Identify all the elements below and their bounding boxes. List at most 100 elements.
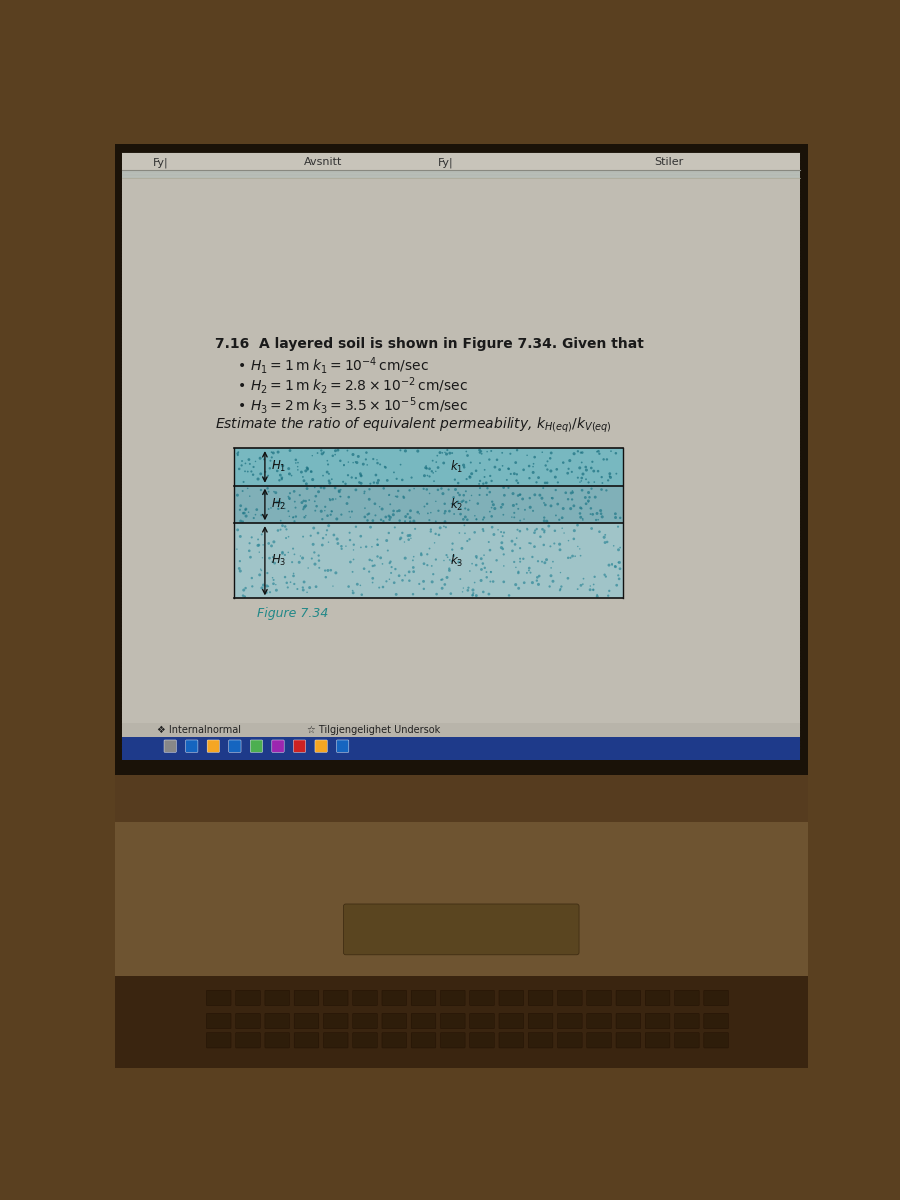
Point [472, 443, 487, 462]
Point [530, 568, 544, 587]
Point [348, 452, 363, 472]
Point [406, 558, 420, 577]
Point [598, 526, 612, 545]
Point [283, 490, 297, 509]
Point [395, 571, 410, 590]
Point [537, 521, 552, 540]
Point [284, 466, 299, 485]
FancyBboxPatch shape [440, 1032, 465, 1048]
Point [318, 502, 332, 521]
Point [482, 533, 496, 552]
Point [388, 559, 402, 578]
FancyBboxPatch shape [411, 1013, 436, 1028]
Point [453, 570, 467, 589]
Point [360, 511, 374, 530]
Point [532, 566, 546, 586]
Point [456, 486, 471, 505]
Point [237, 473, 251, 492]
Point [382, 506, 396, 526]
Point [454, 499, 468, 518]
Point [451, 492, 465, 511]
Point [573, 546, 588, 565]
Point [257, 450, 272, 469]
Point [366, 450, 381, 469]
Point [431, 480, 446, 499]
Point [476, 510, 491, 529]
Point [463, 562, 477, 581]
Bar [115, 775, 808, 822]
FancyBboxPatch shape [674, 990, 699, 1006]
Point [517, 574, 531, 593]
Point [236, 481, 250, 500]
Point [357, 498, 372, 517]
Point [437, 575, 452, 594]
FancyBboxPatch shape [164, 740, 176, 752]
Point [599, 481, 614, 500]
Point [592, 522, 607, 541]
Bar [122, 154, 800, 750]
Point [454, 504, 468, 523]
Point [454, 539, 469, 558]
Point [420, 545, 435, 564]
Point [446, 494, 461, 514]
Point [437, 512, 452, 532]
Point [256, 576, 271, 595]
Point [445, 444, 459, 463]
Point [513, 485, 527, 504]
Point [354, 527, 368, 546]
Point [263, 458, 277, 478]
Point [456, 510, 471, 529]
Point [376, 577, 391, 596]
Point [390, 502, 404, 521]
Point [264, 498, 278, 517]
Point [593, 500, 608, 520]
Point [434, 479, 448, 498]
Point [261, 577, 275, 596]
Point [407, 547, 421, 566]
Point [508, 452, 523, 472]
Point [406, 551, 420, 570]
Point [343, 530, 357, 550]
Point [262, 548, 276, 568]
Text: •: • [238, 398, 247, 413]
Point [332, 482, 347, 502]
Point [364, 517, 378, 536]
Point [571, 468, 585, 487]
Point [362, 562, 376, 581]
Point [554, 577, 569, 596]
Point [484, 498, 499, 517]
Point [527, 538, 542, 557]
FancyBboxPatch shape [411, 990, 436, 1006]
Point [508, 535, 522, 554]
Point [408, 520, 422, 539]
Point [456, 578, 471, 598]
Point [279, 528, 293, 547]
Point [553, 581, 567, 600]
Point [480, 442, 494, 461]
Point [328, 479, 342, 498]
FancyBboxPatch shape [616, 1032, 641, 1048]
Point [346, 550, 361, 569]
Point [419, 480, 434, 499]
Point [510, 520, 525, 539]
Bar [122, 154, 800, 170]
Point [513, 539, 527, 558]
Point [369, 466, 383, 485]
Point [379, 571, 393, 590]
Point [317, 479, 331, 498]
Point [350, 575, 365, 594]
Point [253, 565, 267, 584]
Point [458, 523, 473, 542]
Text: $H_1 = 1\,\mathrm{m}\;k_1 = 10^{-4}\,\mathrm{cm/sec}$: $H_1 = 1\,\mathrm{m}\;k_1 = 10^{-4}\,\ma… [249, 355, 428, 377]
Point [353, 464, 367, 484]
Point [536, 520, 550, 539]
Point [245, 577, 259, 596]
FancyBboxPatch shape [674, 1013, 699, 1028]
Point [433, 443, 447, 462]
Point [495, 533, 509, 552]
Point [611, 540, 625, 559]
Point [266, 547, 280, 566]
Point [414, 545, 428, 564]
Point [575, 443, 590, 462]
Point [383, 494, 398, 514]
